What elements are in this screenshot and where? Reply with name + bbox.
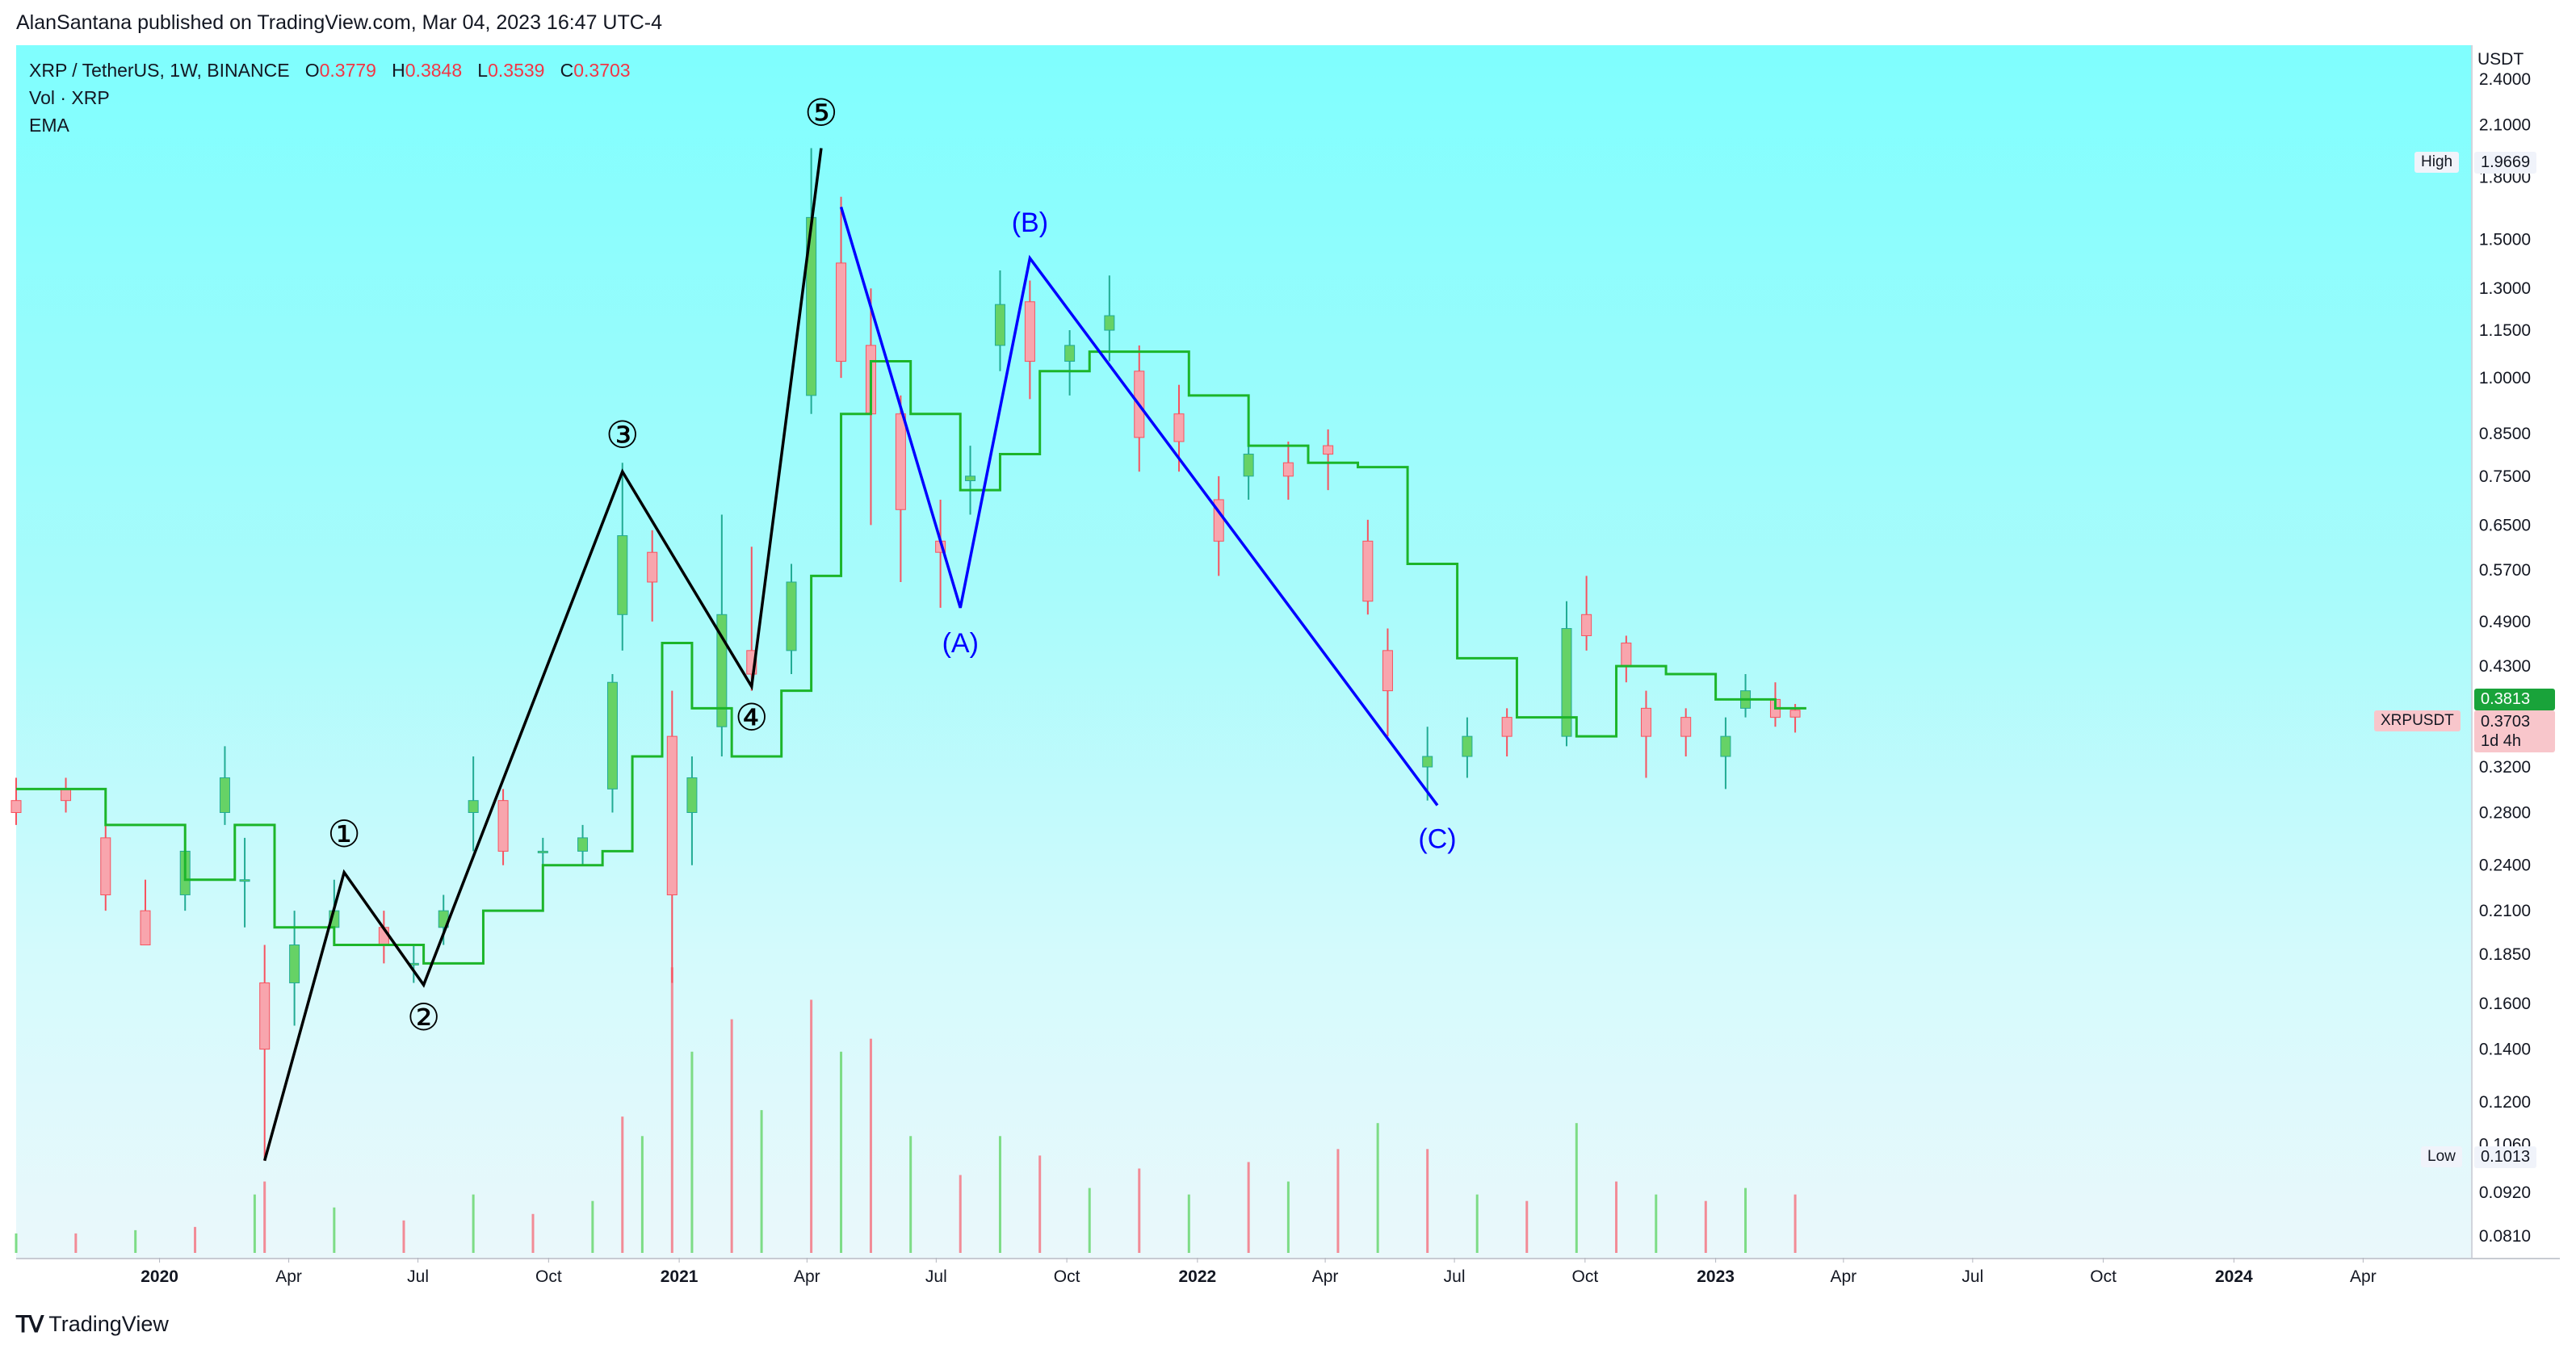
ema-price-badge: 0.3813	[2474, 689, 2555, 710]
high-key: H	[392, 60, 405, 81]
close-value: 0.3703	[573, 60, 631, 81]
low-key: L	[477, 60, 489, 81]
symbol-price-tag: XRPUSDT	[2374, 710, 2461, 731]
open-value: 0.3779	[319, 60, 376, 81]
price-axis[interactable]	[2471, 45, 2561, 1258]
bar-countdown: 1d 4h	[2481, 732, 2522, 750]
high-value: 0.3848	[405, 60, 463, 81]
series-legend: XRP / TetherUS, 1W, BINANCE O0.3779 H0.3…	[29, 57, 631, 139]
close-key: C	[560, 60, 574, 81]
tradingview-logo-icon: ꓔꓦ	[16, 1312, 44, 1337]
brand-name: TradingView	[48, 1312, 169, 1336]
legend-row-symbol[interactable]: XRP / TetherUS, 1W, BINANCE O0.3779 H0.3…	[29, 57, 631, 84]
last-price-value: 0.3703	[2481, 713, 2531, 731]
legend-volume[interactable]: Vol · XRP	[29, 87, 110, 108]
high-marker-label: High	[2421, 153, 2453, 170]
legend-ema[interactable]: EMA	[29, 115, 69, 136]
high-marker-value: 1.9669	[2474, 152, 2537, 174]
low-marker: Low	[2421, 1146, 2462, 1167]
last-price-badge: 0.3703 1d 4h	[2474, 710, 2555, 752]
high-marker: High	[2414, 152, 2460, 173]
time-axis[interactable]	[16, 1258, 2560, 1300]
chart-pane[interactable]	[16, 45, 2471, 1258]
open-key: O	[304, 60, 320, 81]
low-value: 0.3539	[488, 60, 545, 81]
currency-label: USDT	[2477, 50, 2524, 69]
publisher-caption: AlanSantana published on TradingView.com…	[16, 11, 663, 34]
low-marker-label: Low	[2427, 1148, 2456, 1165]
symbol-label[interactable]: XRP / TetherUS, 1W, BINANCE	[29, 60, 290, 81]
low-marker-value: 0.1013	[2474, 1146, 2537, 1168]
tradingview-brand[interactable]: ꓔꓦ TradingView	[16, 1311, 169, 1338]
